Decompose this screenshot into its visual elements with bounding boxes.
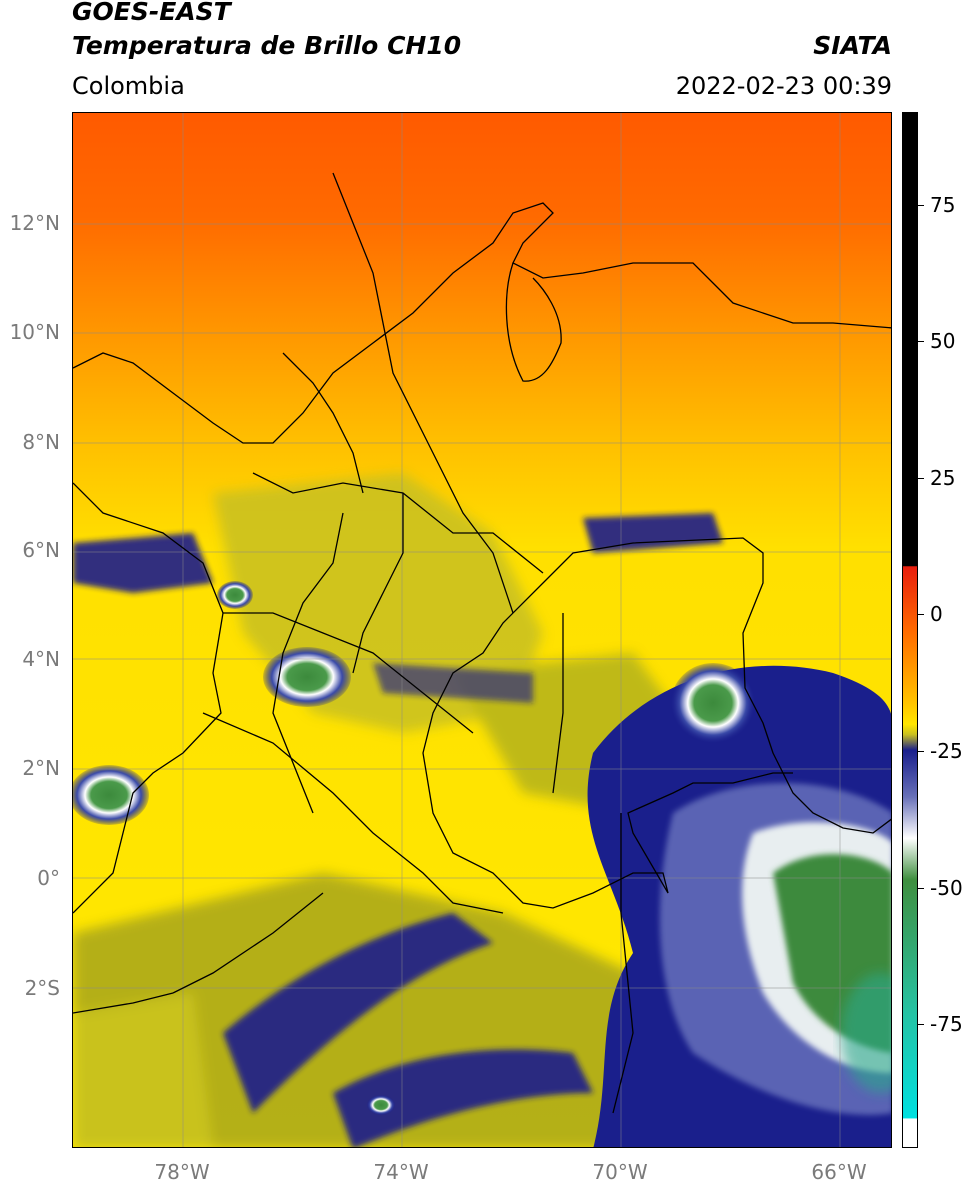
colorbar-label-minus75: -75	[930, 1012, 963, 1036]
colorbar-tick	[918, 614, 924, 615]
region-label: Colombia	[72, 72, 185, 100]
colorbar-tick	[918, 888, 924, 889]
colorbar-tick	[918, 478, 924, 479]
lat-label-6n: 6°N	[22, 538, 60, 562]
satellite-map	[72, 112, 892, 1148]
lat-label-2s: 2°S	[24, 976, 60, 1000]
lat-label-4n: 4°N	[22, 647, 60, 671]
colorbar-label-0: 0	[930, 602, 943, 626]
lon-label-78w: 78°W	[154, 1160, 210, 1184]
lat-label-10n: 10°N	[9, 320, 60, 344]
lat-label-12n: 12°N	[9, 211, 60, 235]
lat-label-8n: 8°N	[22, 430, 60, 454]
satellite-title: GOES-EAST	[72, 0, 231, 26]
colorbar-label-75: 75	[930, 193, 956, 217]
temperature-colorbar	[902, 112, 918, 1148]
lat-label-2n: 2°N	[22, 756, 60, 780]
colorbar-label-minus50: -50	[930, 876, 963, 900]
lon-label-74w: 74°W	[373, 1160, 429, 1184]
graticule	[73, 113, 891, 1147]
lon-label-70w: 70°W	[592, 1160, 648, 1184]
colorbar-tick	[918, 205, 924, 206]
source-label: SIATA	[813, 31, 892, 60]
colorbar-label-50: 50	[930, 329, 956, 353]
product-title: Temperatura de Brillo CH10	[72, 31, 462, 60]
colorbar-tick	[918, 751, 924, 752]
brightness-temperature-field	[73, 113, 891, 1147]
colorbar-tick	[918, 341, 924, 342]
borders	[73, 172, 891, 1114]
colorbar-label-25: 25	[930, 466, 956, 490]
lon-label-66w: 66°W	[811, 1160, 867, 1184]
lat-label-0: 0°	[37, 866, 60, 890]
colorbar-label-minus25: -25	[930, 739, 963, 763]
datetime-label: 2022-02-23 00:39	[675, 72, 892, 100]
colorbar-tick	[918, 1024, 924, 1025]
